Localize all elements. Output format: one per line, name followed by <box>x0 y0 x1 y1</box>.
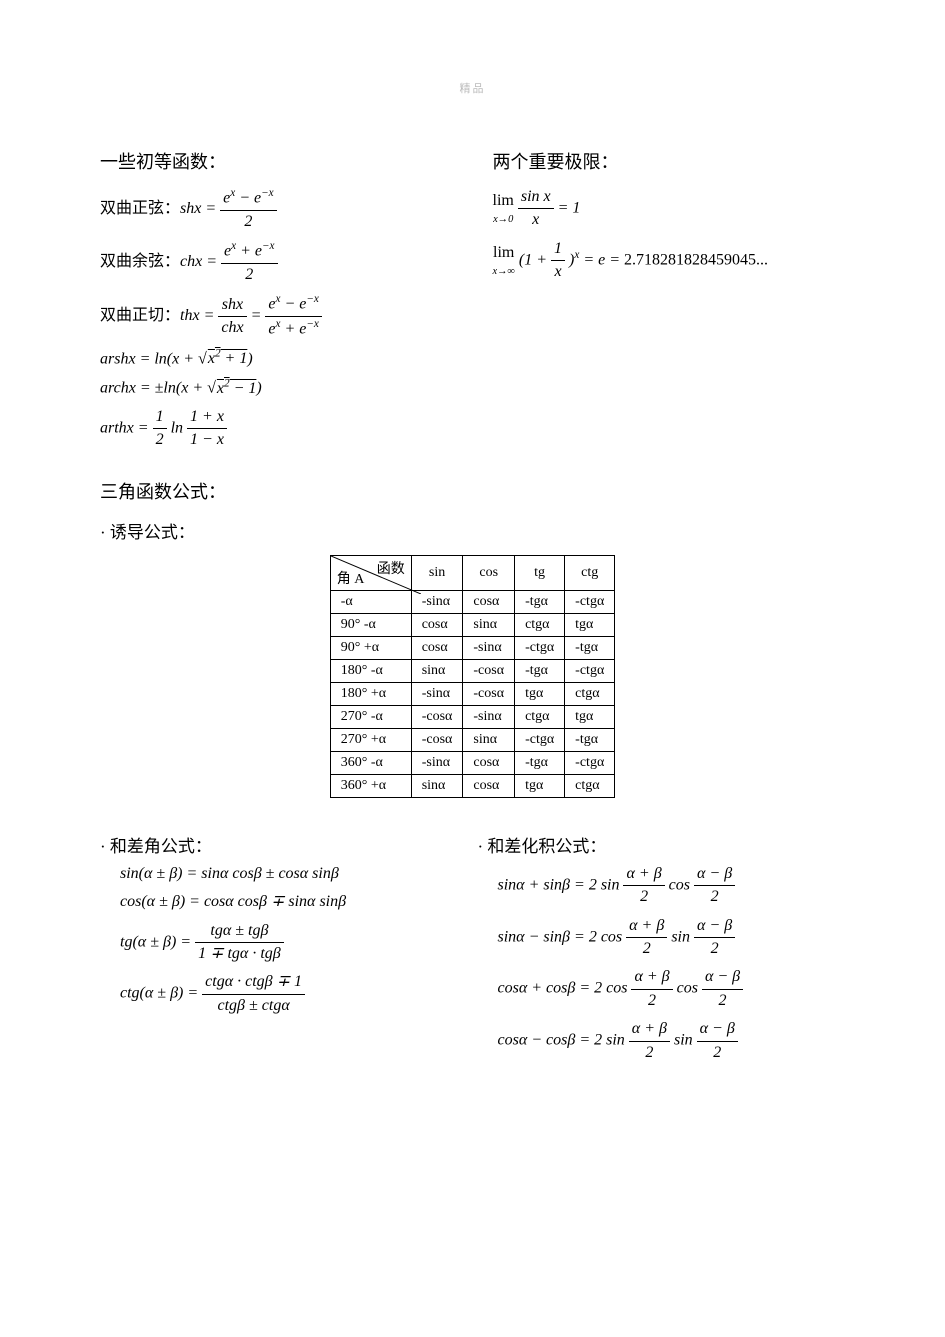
table-row: 270° +α-cosαsinα-ctgα-tgα <box>330 728 615 751</box>
title-sum-to-product: · 和差化积公式： <box>478 832 846 857</box>
f-sin-plus-sin: sinα + sinβ = 2 sin α + β2 cos α − β2 <box>498 863 846 909</box>
f-ctg-ab: ctg(α ± β) = ctgα · ctgβ ∓ 1ctgβ ± ctgα <box>120 971 468 1017</box>
f-sin-minus-sin: sinα − sinβ = 2 cos α + β2 sin α − β2 <box>498 915 846 961</box>
th-cos: cos <box>463 555 515 590</box>
formula-archx: archx = ±ln(x + √x2 − 1) <box>100 376 453 400</box>
page-content: 一些初等函数： 双曲正弦：shx = ex − e−x2 双曲余弦：chx = … <box>0 0 945 1070</box>
table-corner: 函数 角 A <box>330 555 411 590</box>
formula-thx: 双曲正切：thx = shxchx = ex − e−xex + e−x <box>100 292 453 340</box>
formula-arthx: arthx = 12 ln 1 + x1 − x <box>100 406 453 452</box>
table-row: 180° -αsinα-cosα-tgα-ctgα <box>330 659 615 682</box>
title-elementary: 一些初等函数： <box>100 148 453 174</box>
f-cos-ab: cos(α ± β) = cosα cosβ ∓ sinα sinβ <box>120 891 468 913</box>
title-limits: 两个重要极限： <box>493 148 846 174</box>
title-induction: · 诱导公式： <box>100 518 845 543</box>
col-elementary: 一些初等函数： 双曲正弦：shx = ex − e−x2 双曲余弦：chx = … <box>100 140 453 458</box>
formula-chx: 双曲余弦：chx = ex + e−x2 <box>100 239 453 286</box>
table-row: 270° -α-cosα-sinαctgαtgα <box>330 705 615 728</box>
col-limits: 两个重要极限： limx→0 sin xx = 1 limx→∞ (1 + 1x… <box>493 140 846 458</box>
formula-lim-e: limx→∞ (1 + 1x )x = e = 2.71828182845904… <box>493 238 846 284</box>
f-cos-plus-cos: cosα + cosβ = 2 cos α + β2 cos α − β2 <box>498 966 846 1012</box>
f-tg-ab: tg(α ± β) = tgα ± tgβ1 ∓ tgα · tgβ <box>120 920 468 966</box>
watermark: 精品 <box>0 80 945 96</box>
f-cos-minus-cos: cosα − cosβ = 2 sin α + β2 sin α − β2 <box>498 1018 846 1064</box>
induction-table: 函数 角 A sin cos tg ctg -α-sinαcosα-tgα-ct… <box>330 555 616 798</box>
table-row: 360° -α-sinαcosα-tgα-ctgα <box>330 751 615 774</box>
formula-lim-sinx: limx→0 sin xx = 1 <box>493 186 846 232</box>
table-row: 180° +α-sinα-cosαtgαctgα <box>330 682 615 705</box>
col-sum-diff-angle: · 和差角公式： sin(α ± β) = sinα cosβ ± cosα s… <box>100 818 468 1070</box>
title-trig: 三角函数公式： <box>100 478 845 504</box>
formula-arshx: arshx = ln(x + √x2 + 1) <box>100 347 453 371</box>
table-row: 90° -αcosαsinαctgαtgα <box>330 613 615 636</box>
formula-shx: 双曲正弦：shx = ex − e−x2 <box>100 186 453 233</box>
col-sum-to-product: · 和差化积公式： sinα + sinβ = 2 sin α + β2 cos… <box>478 818 846 1070</box>
th-ctg: ctg <box>565 555 615 590</box>
table-row: 360° +αsinαcosαtgαctgα <box>330 774 615 797</box>
th-tg: tg <box>515 555 565 590</box>
title-sum-diff-angle: · 和差角公式： <box>100 832 468 857</box>
table-row: 90° +αcosα-sinα-ctgα-tgα <box>330 636 615 659</box>
f-sin-ab: sin(α ± β) = sinα cosβ ± cosα sinβ <box>120 863 468 885</box>
